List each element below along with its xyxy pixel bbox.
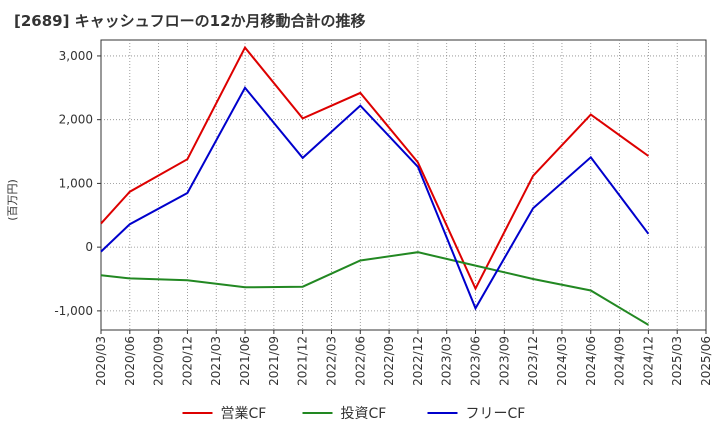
x-tick-label: 2022/09	[382, 336, 396, 386]
series-line-フリーCF	[100, 86, 650, 311]
x-tick-label: 2020/06	[123, 336, 137, 386]
x-axis-ticks: 2020/03 2020/06 2020/09 2020/12 2021/03 2021/…	[94, 330, 713, 386]
x-tick-label: 2023/09	[497, 336, 511, 386]
x-tick-label: 2024/12	[641, 336, 655, 386]
legend-label: 営業CF	[221, 406, 267, 422]
legend: 営業CF 投資CF フリーCF	[182, 406, 526, 422]
gridlines	[101, 40, 706, 330]
x-tick-label: 2024/03	[555, 336, 569, 386]
series-lines	[100, 45, 650, 326]
x-tick-label: 2025/03	[670, 336, 684, 386]
x-tick-label: 2020/03	[94, 336, 108, 386]
legend-label: フリーCF	[466, 406, 526, 422]
x-tick-label: 2021/03	[209, 336, 223, 386]
x-tick-label: 2024/09	[613, 336, 627, 386]
x-tick-label: 2022/06	[353, 336, 367, 386]
x-tick-label: 2024/06	[584, 336, 598, 386]
legend-label: 投資CF	[341, 406, 387, 422]
x-tick-label: 2025/06	[699, 336, 713, 386]
x-tick-label: 2020/12	[180, 336, 194, 386]
y-axis-label: (百万円)	[6, 179, 19, 221]
x-tick-label: 2021/06	[238, 336, 252, 386]
x-tick-label: 2021/12	[296, 336, 310, 386]
y-tick-label: 3,000	[59, 49, 93, 63]
x-tick-label: 2021/09	[267, 336, 281, 386]
series-line-投資CF	[100, 251, 649, 326]
x-tick-label: 2022/03	[324, 336, 338, 386]
y-tick-label: 2,000	[59, 113, 93, 127]
x-tick-label: 2020/09	[152, 336, 166, 386]
x-tick-label: 2022/12	[411, 336, 425, 386]
chart-title: [2689] キャッシュフローの12か月移動合計の推移	[14, 12, 366, 30]
y-axis-ticks: -1,000 0 1,000 2,000 3,000	[54, 49, 101, 318]
y-tick-label: 0	[85, 240, 93, 254]
x-tick-label: 2023/03	[440, 336, 454, 386]
y-tick-label: 1,000	[59, 176, 93, 190]
x-tick-label: 2023/12	[526, 336, 540, 386]
series-line-営業CF	[100, 45, 649, 291]
y-tick-label: -1,000	[54, 304, 93, 318]
x-tick-label: 2023/06	[469, 336, 483, 386]
